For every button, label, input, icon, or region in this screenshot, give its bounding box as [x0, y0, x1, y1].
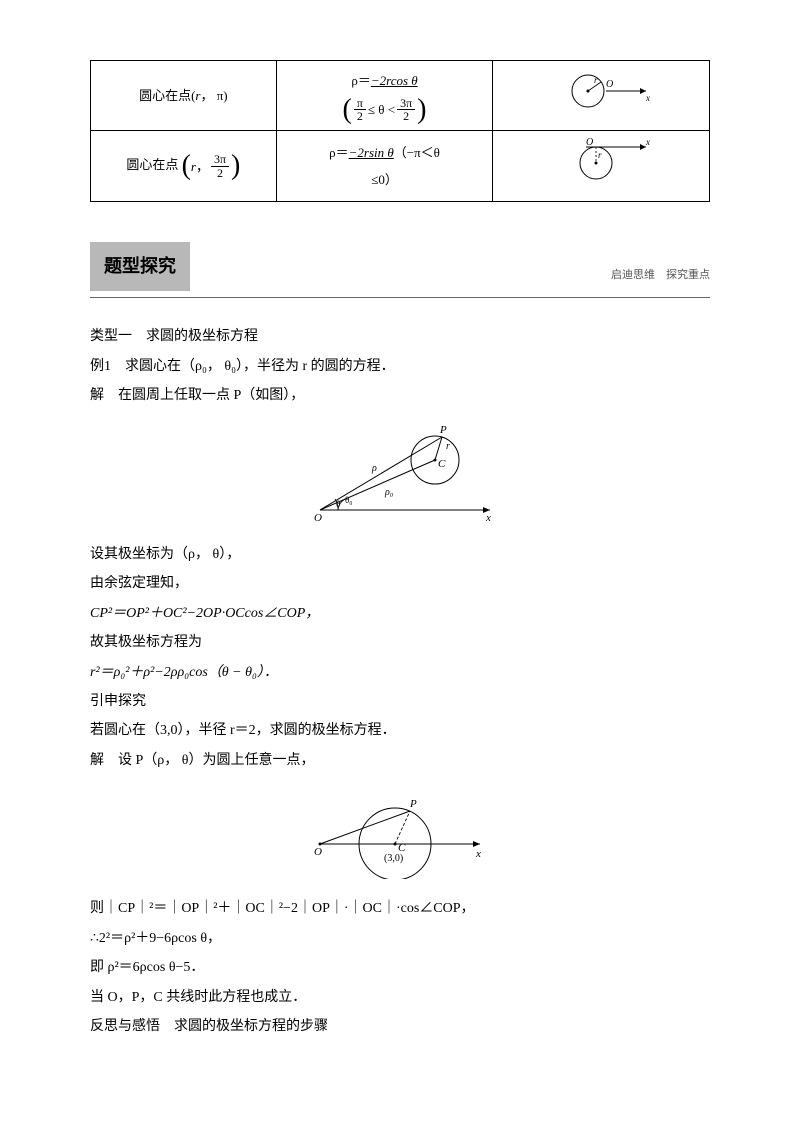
svg-text:O: O: [314, 512, 322, 524]
equation: CP²＝OP²＋OC²−2OP·OCcos∠COP，: [90, 599, 710, 628]
paragraph: 由余弦定理知，: [90, 569, 710, 598]
equation: ∴2²＝ρ²＋9−6ρcos θ，: [90, 924, 710, 953]
category-heading: 类型一 求圆的极坐标方程: [90, 322, 710, 351]
circle-below-pole-icon: r O x: [546, 137, 656, 185]
svg-text:P: P: [409, 798, 417, 810]
section-subtitle: 启迪思维 探究重点: [611, 264, 710, 291]
diagram-cell: r O x: [493, 131, 710, 201]
center-cell: 圆心在点 ( r， 3π2 ): [91, 131, 277, 201]
equation-cell: ρ＝−2rsin θ（−π＜θ ≤0）: [276, 131, 493, 201]
equation-cell: ρ＝−2rcos θ ( π2 ≤ θ < 3π2 ): [276, 61, 493, 131]
svg-text:P: P: [439, 424, 447, 436]
polar-equations-table: 圆心在点(r， π) ρ＝−2rcos θ ( π2 ≤ θ < 3π2 ) r: [90, 60, 710, 202]
diagram-cell: r O x: [493, 61, 710, 131]
svg-text:(3,0): (3,0): [384, 853, 403, 864]
svg-text:x: x: [475, 848, 481, 860]
table-row: 圆心在点 ( r， 3π2 ) ρ＝−2rsin θ（−π＜θ ≤0） r: [91, 131, 710, 201]
svg-text:x: x: [645, 93, 650, 103]
section-rule: [90, 297, 710, 298]
svg-text:ρ₀: ρ₀: [384, 487, 394, 498]
paragraph: 解 设 P（ρ， θ）为圆上任意一点，: [90, 746, 710, 775]
circle-left-of-pole-icon: r O x: [546, 67, 656, 115]
paragraph: 故其极坐标方程为: [90, 628, 710, 657]
section-header: 题型探究 启迪思维 探究重点: [90, 242, 710, 292]
paragraph: 引申探究: [90, 687, 710, 716]
equation: 即 ρ²＝6ρcos θ−5．: [90, 953, 710, 982]
solution-line: 解 在圆周上任取一点 P（如图），: [90, 381, 710, 410]
svg-text:x: x: [645, 137, 650, 147]
svg-text:O: O: [586, 137, 593, 148]
figure-circle-on-axis: O x C (3,0) P: [90, 779, 710, 890]
center-cell: 圆心在点(r， π): [91, 61, 277, 131]
paragraph: 当 O，P，C 共线时此方程也成立．: [90, 983, 710, 1012]
svg-text:r: r: [446, 441, 450, 452]
svg-text:O: O: [314, 846, 322, 858]
equation: 则｜CP｜²＝｜OP｜²＋｜OC｜²−2｜OP｜·｜OC｜·cos∠COP，: [90, 894, 710, 923]
svg-text:θ₀: θ₀: [345, 495, 352, 505]
equation: r²＝ρ₀²＋ρ²−2ρρ₀cos（θ − θ₀）．: [90, 658, 710, 687]
section-title: 题型探究: [90, 242, 190, 292]
example-statement: 例1 求圆心在（ρ₀， θ₀），半径为 r 的圆的方程．: [90, 352, 710, 381]
svg-text:C: C: [438, 458, 446, 470]
paragraph: 设其极坐标为（ρ， θ），: [90, 540, 710, 569]
figure-triangle-circle: O x C P r ρ ρ₀ θ θ₀: [90, 415, 710, 536]
table-row: 圆心在点(r， π) ρ＝−2rcos θ ( π2 ≤ θ < 3π2 ) r: [91, 61, 710, 131]
svg-text:r: r: [594, 75, 598, 85]
svg-text:ρ: ρ: [371, 463, 377, 474]
svg-text:O: O: [606, 79, 613, 90]
svg-text:x: x: [485, 512, 491, 524]
paragraph: 反思与感悟 求圆的极坐标方程的步骤: [90, 1012, 710, 1041]
svg-text:r: r: [598, 150, 602, 160]
paragraph: 若圆心在（3,0），半径 r＝2，求圆的极坐标方程．: [90, 716, 710, 745]
